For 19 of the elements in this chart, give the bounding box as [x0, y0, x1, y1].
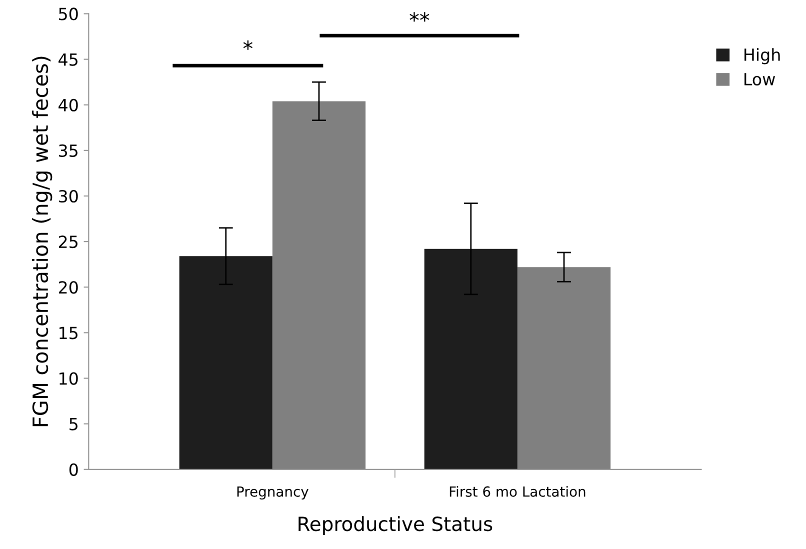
- y-tick-label: 40: [58, 98, 78, 112]
- y-tick-label: 10: [60, 372, 78, 385]
- annotation: **: [410, 12, 430, 22]
- x-tick-label: Pregnancy: [237, 486, 308, 500]
- y-tick-label: 5: [70, 418, 78, 430]
- legend-label: Low: [744, 73, 776, 86]
- x-tick-label: First 6 mo Lactation: [450, 486, 586, 497]
- y-tick-label: 0: [69, 463, 78, 476]
- annotation: *: [243, 40, 253, 50]
- x-axis-title: Reproductive Status: [298, 516, 492, 535]
- legend-label: High: [744, 48, 780, 64]
- y-tick-label: 20: [58, 281, 78, 294]
- y-tick-label: 50: [59, 8, 78, 20]
- y-tick-label: 45: [58, 53, 78, 66]
- y-tick-label: 15: [60, 326, 78, 340]
- y-tick-label: 30: [59, 190, 78, 203]
- y-tick-label: 25: [58, 236, 78, 248]
- y-axis-title: FGM concentration (ng/g wet feces): [32, 56, 52, 426]
- y-tick-label: 35: [59, 144, 78, 157]
